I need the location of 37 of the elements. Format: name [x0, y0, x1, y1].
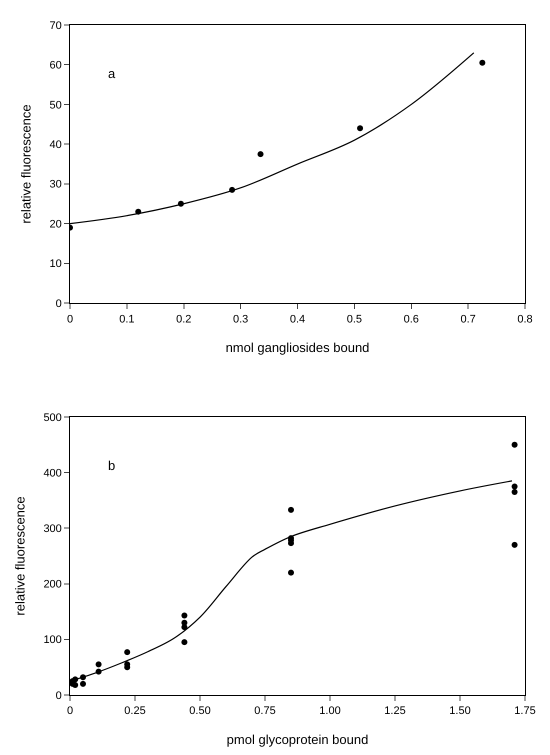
y-tick-label: 200 [43, 578, 62, 591]
x-tick-label: 1.00 [319, 705, 341, 718]
y-tick-label: 10 [50, 258, 62, 270]
x-tick-label: 0.8 [517, 313, 533, 326]
x-tick-label: 0 [66, 705, 74, 718]
y-tick-label: 40 [50, 139, 62, 152]
x-tick-label: 0.3 [232, 313, 248, 326]
x-tick-label: 0.25 [124, 705, 146, 718]
y-axis-title: relative fluorescence [12, 496, 28, 616]
x-tick-label: 0.4 [290, 313, 306, 326]
x-tick-label: 1.75 [514, 705, 536, 718]
y-tick-label: 30 [50, 178, 62, 191]
y-tick-label: 500 [43, 412, 62, 424]
annotation: a [108, 66, 116, 81]
x-tick-label: 0.7 [460, 313, 476, 326]
y-tick-label: 50 [50, 99, 62, 112]
y-tick-label: 300 [43, 523, 62, 536]
x-tick-label: 0.6 [404, 313, 419, 326]
x-tick-label: 0.1 [119, 313, 135, 326]
x-tick-label: 0.75 [254, 705, 276, 718]
y-tick-label: 100 [43, 634, 62, 646]
x-axis-title: pmol glycoprotein bound [226, 732, 368, 747]
y-axis-title: relative fluorescence [18, 104, 34, 224]
y-tick-label: 60 [50, 60, 62, 72]
x-tick-label: 0.2 [176, 313, 192, 326]
y-tick-label: 0 [56, 690, 62, 702]
y-tick-label: 400 [43, 467, 62, 480]
x-tick-label: 0.50 [189, 705, 211, 718]
x-tick-label: 0 [66, 313, 74, 326]
y-tick-label: 20 [50, 218, 62, 230]
x-axis-title: nmol gangliosides bound [226, 340, 370, 355]
y-tick-label: 0 [56, 298, 62, 310]
annotation: b [108, 458, 116, 473]
x-tick-label: 0.5 [346, 313, 362, 326]
y-tick-label: 70 [50, 20, 62, 32]
x-tick-label: 1.25 [384, 705, 406, 718]
x-tick-label: 1.50 [449, 705, 471, 718]
